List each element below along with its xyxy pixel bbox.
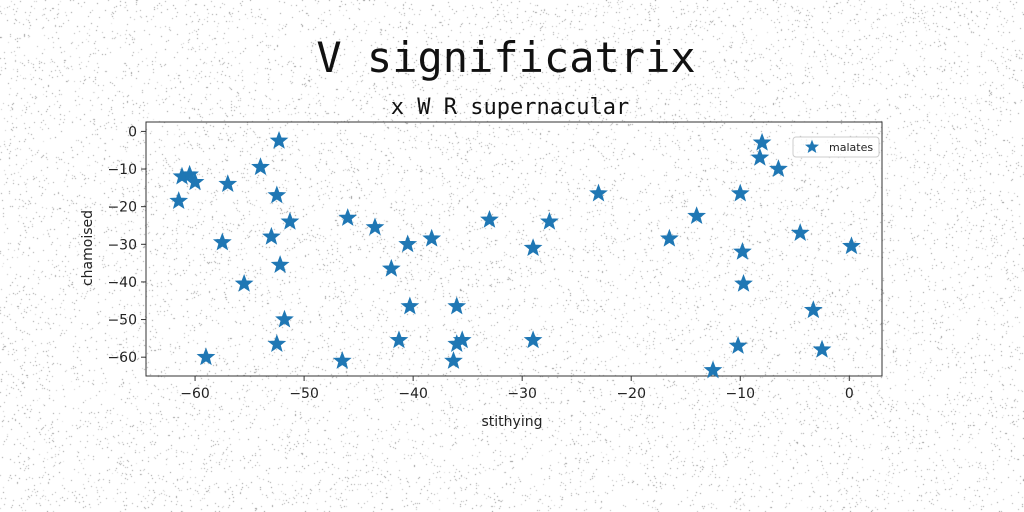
data-points	[169, 130, 861, 379]
x-tick-label: 0	[845, 386, 854, 402]
x-tick-label: −60	[180, 386, 210, 402]
data-point	[523, 238, 543, 257]
y-tick-label: −60	[107, 350, 137, 366]
legend-marker-icon	[804, 139, 820, 153]
data-point	[389, 330, 409, 349]
data-point	[234, 273, 254, 292]
data-point	[262, 226, 281, 245]
data-point	[381, 258, 401, 277]
data-point	[444, 351, 463, 369]
data-point	[218, 174, 238, 193]
data-point	[589, 183, 608, 202]
plot-frame	[145, 121, 883, 377]
x-tick-label: −50	[289, 386, 319, 402]
data-point	[398, 234, 418, 253]
data-point	[196, 347, 216, 366]
data-point	[267, 185, 287, 204]
legend-box	[792, 136, 880, 158]
data-point	[280, 211, 300, 230]
y-tick-label: 0	[128, 124, 137, 140]
x-tick-label: −20	[616, 386, 646, 402]
y-tick-label: −20	[107, 200, 137, 216]
data-point	[728, 336, 748, 354]
data-point	[730, 183, 750, 202]
data-point	[251, 157, 270, 176]
data-point	[660, 228, 679, 247]
y-axis: 0 −10 −20 −30 −40 −50 −60	[107, 124, 146, 366]
y-tick-label: −10	[107, 162, 137, 178]
data-point	[523, 330, 543, 349]
y-tick-label: −30	[107, 237, 137, 253]
data-point	[750, 147, 770, 166]
data-point	[842, 236, 861, 255]
legend-label: malates	[829, 141, 873, 154]
data-point	[769, 159, 788, 178]
x-tick-label: −10	[725, 386, 755, 402]
data-point	[267, 334, 287, 352]
data-point	[812, 339, 832, 358]
x-tick-label: −30	[507, 386, 537, 402]
data-point	[180, 164, 199, 183]
chart-subtitle: x W R supernacular	[391, 95, 629, 120]
data-point	[734, 273, 753, 292]
data-point	[452, 330, 472, 349]
y-tick-label: −50	[107, 313, 137, 329]
data-point	[803, 300, 823, 319]
data-point	[447, 296, 467, 315]
data-point	[480, 209, 499, 228]
data-point	[790, 223, 810, 241]
data-point	[169, 191, 189, 209]
y-tick-label: −40	[107, 275, 137, 291]
data-point	[275, 309, 294, 328]
legend-star	[804, 139, 820, 153]
legend: malates	[792, 136, 880, 158]
x-axis-label: stithying	[482, 414, 543, 430]
y-axis-label: chamoised	[80, 210, 96, 286]
data-point	[185, 172, 205, 191]
plot-area	[145, 121, 883, 377]
data-point	[365, 217, 385, 236]
data-point	[422, 228, 442, 247]
data-point	[752, 132, 772, 151]
data-point	[540, 211, 559, 230]
x-axis: −60 −50 −40 −30 −20 −10 0	[180, 376, 854, 402]
data-point	[703, 360, 723, 379]
data-point	[269, 130, 289, 149]
data-point	[400, 296, 420, 315]
data-point	[212, 232, 232, 251]
data-point	[270, 255, 290, 273]
data-point	[733, 241, 752, 260]
data-point	[338, 208, 358, 226]
chart-title: V significatrix	[316, 33, 695, 82]
data-point	[332, 351, 352, 369]
x-tick-label: −40	[398, 386, 428, 402]
data-point	[687, 206, 707, 225]
